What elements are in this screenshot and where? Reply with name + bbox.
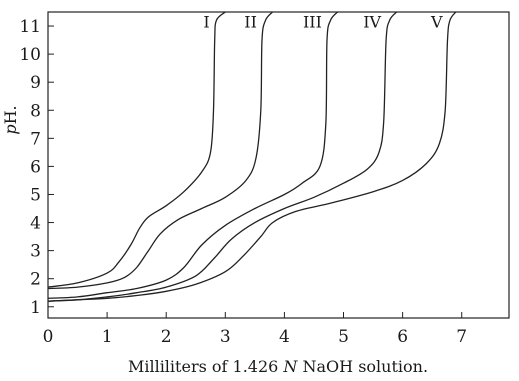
series-line-ii <box>47 11 274 290</box>
series-line-iii <box>47 11 339 299</box>
x-tick-label: 0 <box>43 327 54 347</box>
y-tick-label: 11 <box>19 17 41 37</box>
plot-frame <box>47 11 510 319</box>
y-axis-title: pH. <box>1 105 20 134</box>
series-line-i <box>47 11 226 288</box>
x-axis-ticks: 0 1 2 3 4 5 6 7 <box>43 312 467 347</box>
plot-area <box>47 11 510 319</box>
y-tick-label: 5 <box>30 185 41 205</box>
x-tick-label: 5 <box>338 327 349 347</box>
x-tick-label: 7 <box>456 327 467 347</box>
y-tick-label: 3 <box>30 242 41 262</box>
x-tick-label: 6 <box>397 327 408 347</box>
y-axis-ticks: 1 2 3 4 5 6 7 8 9 10 11 <box>19 17 54 318</box>
y-tick-label: 8 <box>30 101 41 121</box>
series-label-i: I <box>203 12 209 31</box>
series-label-iv: IV <box>363 12 381 31</box>
x-axis-title-italic: N <box>282 357 298 376</box>
y-tick-label: 10 <box>19 45 41 65</box>
x-tick-label: 3 <box>220 327 231 347</box>
series-line-iv <box>47 11 398 302</box>
y-tick-label: 9 <box>30 73 41 93</box>
series-label-iii: III <box>303 12 322 31</box>
x-tick-label: 1 <box>102 327 113 347</box>
series-label-v: V <box>430 12 443 31</box>
y-tick-label: 7 <box>30 129 41 149</box>
series-labels: I II III IV V <box>203 12 443 31</box>
y-tick-label: 4 <box>30 214 41 234</box>
series-label-ii: II <box>244 12 257 31</box>
x-axis-title: Milliliters of 1.426 N NaOH solution. <box>128 357 428 376</box>
series-line-v <box>47 11 457 302</box>
y-tick-label: 2 <box>30 270 41 290</box>
y-tick-label: 6 <box>30 157 41 177</box>
x-tick-label: 4 <box>279 327 290 347</box>
series-curves <box>47 11 457 302</box>
y-tick-label: 1 <box>30 298 41 318</box>
x-tick-label: 2 <box>161 327 172 347</box>
